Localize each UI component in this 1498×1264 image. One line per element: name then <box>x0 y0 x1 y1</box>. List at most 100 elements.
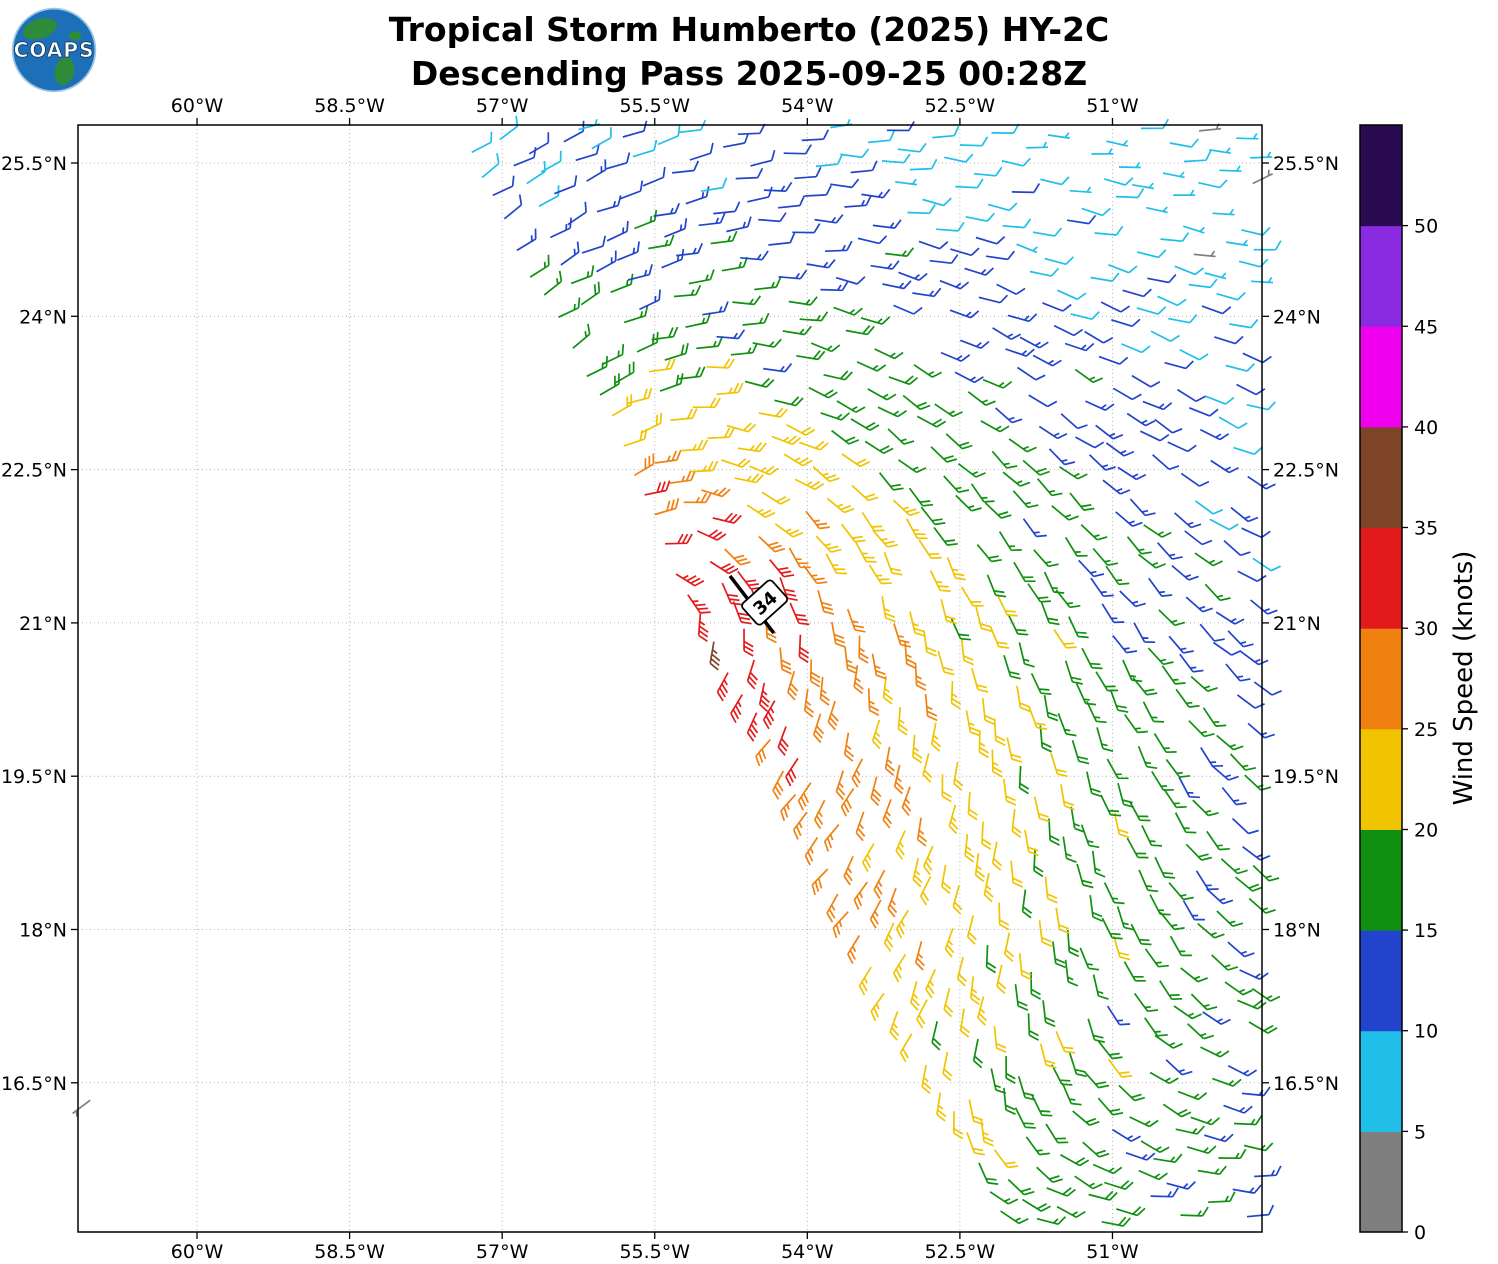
wind-barb <box>1095 424 1124 440</box>
wind-barb <box>744 377 775 388</box>
wind-barb <box>992 327 1022 341</box>
wind-barb <box>563 120 585 143</box>
wind-barb <box>761 491 791 505</box>
wind-barb <box>977 996 988 1026</box>
wind-barb <box>1252 557 1281 572</box>
wind-barb <box>1139 430 1170 442</box>
wind-barb <box>952 885 963 915</box>
x-tick-label-top: 58.5°W <box>314 95 385 117</box>
wind-barb <box>1199 428 1230 441</box>
wind-barb <box>847 935 861 964</box>
wind-barb <box>1206 830 1230 851</box>
wind-barb <box>1236 133 1259 140</box>
wind-barb <box>1180 472 1210 487</box>
wind-barb <box>843 732 855 762</box>
wind-barb <box>1171 564 1199 581</box>
wind-barb <box>1044 876 1058 904</box>
wind-barb <box>973 166 1003 177</box>
wind-barb <box>1048 448 1076 466</box>
wind-barb <box>1022 518 1047 538</box>
wind-barb <box>1112 634 1138 654</box>
wind-barb <box>920 506 946 526</box>
wind-barb <box>794 166 822 180</box>
wind-barb <box>1159 911 1185 931</box>
wind-barb <box>975 235 1006 245</box>
wind-barb <box>596 195 622 213</box>
wind-barb <box>996 964 1007 995</box>
wind-barb <box>1192 799 1219 817</box>
wind-barb <box>651 326 679 341</box>
wind-barb <box>952 1111 964 1140</box>
wind-barb <box>690 460 719 473</box>
wind-barb <box>916 817 928 847</box>
wind-barb <box>1070 806 1085 833</box>
wind-barb <box>654 449 682 464</box>
wind-barb <box>1061 1082 1082 1106</box>
wind-barb <box>886 121 915 132</box>
wind-barb <box>701 487 731 498</box>
wind-barb <box>1254 1165 1282 1178</box>
wind-barb <box>712 512 742 524</box>
wind-barb <box>954 371 984 384</box>
wind-barb <box>763 181 793 192</box>
wind-barb <box>1053 629 1077 649</box>
wind-barb <box>735 167 764 180</box>
wind-barb <box>1016 685 1031 713</box>
wind-barb <box>1043 571 1065 594</box>
wind-barb <box>1174 265 1205 276</box>
wind-barb <box>932 125 960 139</box>
wind-barb <box>794 478 825 491</box>
wind-barb <box>1201 305 1232 315</box>
wind-barb <box>763 362 793 373</box>
wind-barb <box>1129 498 1156 517</box>
wind-barb <box>471 131 493 154</box>
wind-barb <box>754 277 782 291</box>
wind-barb <box>803 565 828 585</box>
wind-barb <box>1017 366 1046 381</box>
colorbar-segment <box>1360 628 1402 730</box>
wind-barb <box>702 301 729 316</box>
wind-barb <box>1033 796 1050 823</box>
y-tick-label-right: 19.5°N <box>1273 766 1339 788</box>
wind-barb <box>960 638 974 666</box>
wind-barb <box>777 195 805 209</box>
colorbar-segment <box>1360 125 1402 227</box>
wind-barb <box>792 223 821 234</box>
wind-barb <box>696 336 724 350</box>
wind-barb <box>648 234 675 250</box>
wind-barb <box>1223 539 1251 557</box>
wind-barb <box>893 764 904 795</box>
wind-barb <box>1126 412 1156 427</box>
wind-barb <box>1005 348 1035 357</box>
wind-barb <box>1002 471 1031 487</box>
wind-barb <box>746 504 776 519</box>
wind-barb <box>1032 227 1063 237</box>
wind-barb <box>1133 992 1159 1013</box>
wind-barb <box>870 260 900 270</box>
wind-barb <box>1153 1153 1183 1164</box>
wind-barb <box>823 824 840 852</box>
colorbar-tick-label: 40 <box>1414 417 1438 439</box>
wind-barb <box>974 853 986 883</box>
wind-barb <box>851 758 864 788</box>
title-line-2: Descending Pass 2025-09-25 00:28Z <box>410 54 1088 93</box>
wind-barb <box>909 158 938 171</box>
wind-barb <box>665 533 693 545</box>
wind-barb <box>930 446 958 463</box>
wind-barb <box>878 472 904 491</box>
wind-barb <box>966 915 977 945</box>
wind-barb <box>966 1132 986 1156</box>
wind-barb <box>1186 1145 1217 1155</box>
wind-barb <box>918 539 942 560</box>
wind-barb <box>1025 1136 1050 1156</box>
wind-barb <box>721 582 742 606</box>
wind-barb <box>1040 176 1070 186</box>
wind-barb <box>1218 1148 1247 1160</box>
wind-barb <box>872 529 898 548</box>
wind-barb <box>1233 446 1263 456</box>
wind-barb <box>529 254 550 278</box>
wind-barb <box>1092 1163 1123 1175</box>
wind-barb <box>1079 947 1100 971</box>
title-line-1: Tropical Storm Humberto (2025) HY-2C <box>388 10 1110 49</box>
